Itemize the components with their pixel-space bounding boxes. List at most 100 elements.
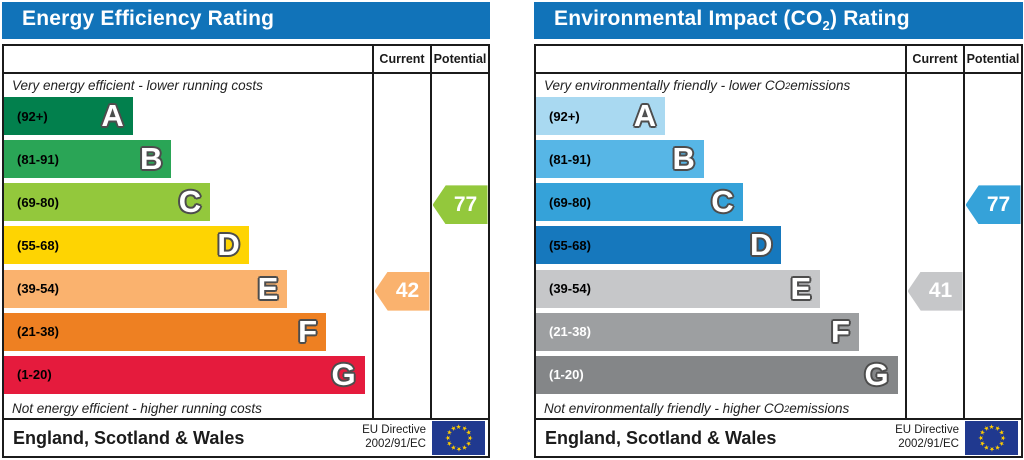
column-header-spacer <box>536 46 905 72</box>
band-row-f: (21-38) F <box>536 312 1021 356</box>
current-column-cell <box>905 183 963 227</box>
top-note-subscript: 2 <box>785 80 791 91</box>
band-range-label: (69-80) <box>17 194 59 210</box>
band-bar-c: (69-80) C <box>536 183 743 222</box>
potential-column-cell <box>430 97 488 141</box>
band-range-label: (39-54) <box>549 281 591 297</box>
current-column-cell <box>372 183 430 227</box>
potential-column-header: Potential <box>430 46 488 72</box>
potential-column-cell <box>963 226 1021 270</box>
potential-column-cell <box>963 312 1021 356</box>
potential-column-cell: 77 <box>963 183 1021 227</box>
band-bar-d: (55-68) D <box>536 226 782 265</box>
bottom-note-text: Not energy efficient - higher running co… <box>12 401 262 416</box>
band-letter: E <box>790 270 812 306</box>
current-column-cell <box>372 74 430 97</box>
band-row-b: (81-91) B <box>536 140 1021 184</box>
current-rating-arrow: 42 <box>374 271 430 311</box>
footer: England, Scotland & Wales EU Directive 20… <box>4 418 488 456</box>
potential-column-cell <box>963 355 1021 399</box>
current-column-cell <box>372 97 430 141</box>
band-letter: C <box>711 184 734 220</box>
band-letter: D <box>749 227 773 263</box>
potential-column-cell <box>430 226 488 270</box>
band-bar-g: (1-20) G <box>536 355 898 394</box>
potential-rating-arrow: 77 <box>432 185 488 225</box>
panel-energy-efficiency: Energy Efficiency Rating Current Potenti… <box>2 2 490 458</box>
band-range-label: (55-68) <box>549 237 591 253</box>
eu-directive-line1: EU Directive <box>362 424 426 437</box>
band-range-label: (21-38) <box>17 324 59 340</box>
eu-directive-line1: EU Directive <box>895 424 959 437</box>
eu-flag-star: ★ <box>448 424 458 434</box>
band-letter: D <box>217 227 240 263</box>
potential-column-cell <box>963 97 1021 141</box>
eu-flag-star: ★ <box>981 424 991 434</box>
current-rating-arrow: 41 <box>907 271 963 311</box>
band-bar-a: (92+) A <box>536 97 666 135</box>
band-row-d: (55-68) D <box>536 226 1021 270</box>
potential-column-header: Potential <box>963 46 1021 72</box>
potential-column-cell <box>430 74 488 97</box>
bottom-note-subscript: 2 <box>784 403 790 414</box>
band-row-g: (1-20) G <box>536 355 1021 399</box>
band-bar-b: (81-91) B <box>536 140 704 179</box>
current-column-cell <box>372 399 430 418</box>
band-range-label: (21-38) <box>549 324 591 340</box>
bottom-note-row: Not energy efficient - higher running co… <box>4 399 488 418</box>
top-note-text: Very environmentally friendly - lower CO <box>544 78 786 93</box>
top-note: Very environmentally friendly - lower CO… <box>536 74 905 97</box>
band-range-label: (81-91) <box>17 151 59 167</box>
top-note-row: Very environmentally friendly - lower CO… <box>536 74 1021 97</box>
band-letter: G <box>331 356 356 392</box>
top-note-row: Very energy efficient - lower running co… <box>4 74 488 97</box>
band-bar-e: (39-54) E <box>4 269 288 308</box>
potential-column-cell <box>963 269 1021 313</box>
band-letter: A <box>101 98 124 133</box>
eu-flag-star: ★ <box>448 442 458 452</box>
band-row-d: (55-68) D <box>4 226 488 270</box>
current-column-cell <box>372 355 430 399</box>
current-column-cell <box>905 312 963 356</box>
potential-rating-arrow: 77 <box>965 185 1021 225</box>
band-range-label: (92+) <box>17 108 48 124</box>
bottom-note: Not energy efficient - higher running co… <box>4 399 372 418</box>
current-column-cell <box>372 312 430 356</box>
top-note: Very energy efficient - lower running co… <box>4 74 372 97</box>
band-range-label: (55-68) <box>17 237 59 253</box>
column-header-row: Current Potential <box>536 46 1021 74</box>
eu-flag: ★ ★ ★ ★ ★ ★ ★ ★ ★ ★ ★ ★ <box>432 421 485 455</box>
band-letter: A <box>633 98 657 133</box>
potential-column-cell <box>963 399 1021 418</box>
current-column-header: Current <box>372 46 430 72</box>
panel-title-text: Energy Efficiency Rating <box>22 7 275 31</box>
eu-directive-line2: 2002/91/EC <box>365 438 426 450</box>
current-column-cell <box>905 140 963 184</box>
rating-table: Current Potential Very energy efficient … <box>2 44 490 458</box>
band-row-g: (1-20) G <box>4 355 488 399</box>
footer: England, Scotland & Wales EU Directive 20… <box>536 418 1021 456</box>
current-column-cell <box>905 74 963 97</box>
potential-column-cell <box>430 140 488 184</box>
current-column-cell <box>905 355 963 399</box>
band-letter: F <box>298 313 317 349</box>
current-column-header: Current <box>905 46 963 72</box>
potential-column-cell <box>430 355 488 399</box>
band-letter: B <box>672 141 695 177</box>
panel-title-subscript: 2 <box>822 18 830 34</box>
band-row-a: (92+) A <box>536 97 1021 141</box>
top-note-text-post: emissions <box>790 78 851 93</box>
band-range-label: (92+) <box>549 108 580 124</box>
band-row-e: (39-54) E 41 <box>536 269 1021 313</box>
bottom-note-row: Not environmentally friendly - higher CO… <box>536 399 1021 418</box>
current-rating-value: 41 <box>928 279 953 303</box>
potential-rating-value: 77 <box>986 192 1011 216</box>
band-row-a: (92+) A <box>4 97 488 141</box>
eu-flag-star: ★ <box>981 442 991 452</box>
band-letter: E <box>257 270 279 306</box>
eu-directive-line2: 2002/91/EC <box>898 438 959 450</box>
band-row-e: (39-54) E 42 <box>4 269 488 313</box>
eu-flag-star: ★ <box>444 438 454 448</box>
bands: (92+) A (81-91) B (69-80) C 77 (55-68) D (39-54) E… <box>536 97 1021 399</box>
band-row-b: (81-91) B <box>4 140 488 184</box>
